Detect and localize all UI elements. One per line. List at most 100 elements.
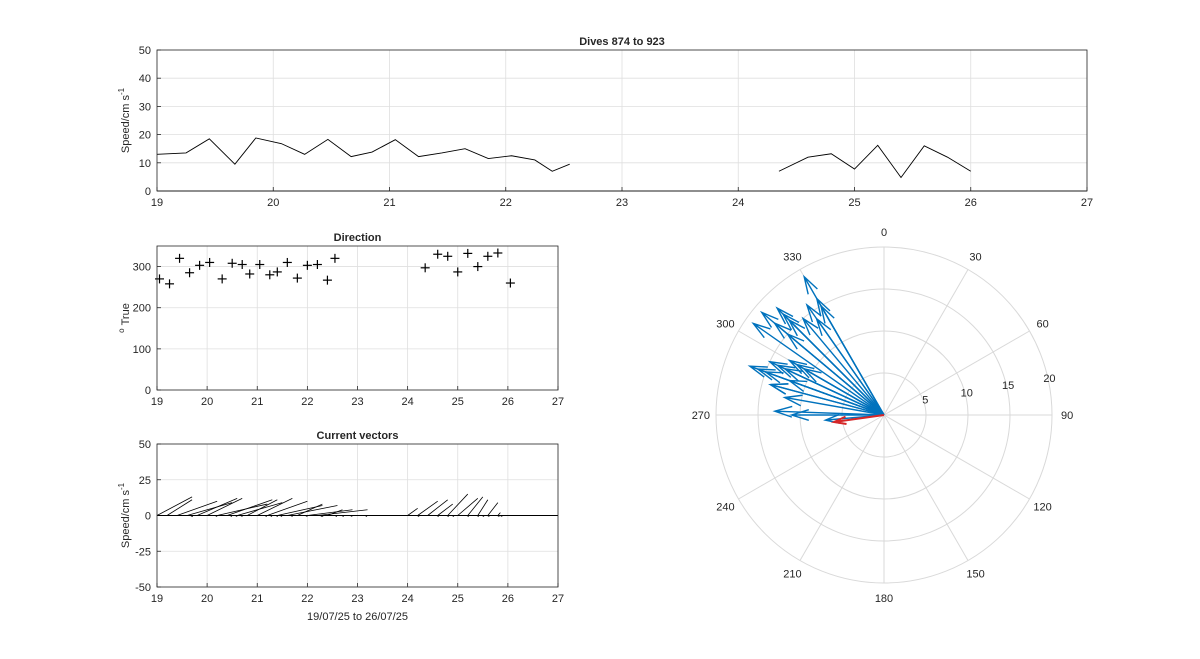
direction-point <box>165 279 175 289</box>
compass-spoke <box>883 414 1030 500</box>
vector-stick <box>467 496 484 516</box>
speed-x-tick-label: 23 <box>616 197 628 209</box>
compass-vector <box>781 312 885 416</box>
vector-stick-tail <box>264 515 267 517</box>
direction-point <box>217 274 227 284</box>
compass-range-label: 10 <box>961 387 973 399</box>
compass-panel: 0 30 60 90 120 150 180 210 240 270 300 330 5 10 15 20 <box>692 227 1074 605</box>
compass-spoke <box>883 330 1030 416</box>
speed-y-tick-label: 20 <box>139 130 151 142</box>
direction-point <box>505 278 515 288</box>
vector-stick-tail <box>305 515 308 517</box>
vector-stick <box>477 499 489 516</box>
vectors-y-tick-label: 25 <box>139 475 151 487</box>
vector-stick-tail <box>320 515 324 517</box>
vector-stick-tail <box>364 515 368 517</box>
direction-x-tick-label: 25 <box>452 396 464 408</box>
compass-angle-label: 240 <box>716 502 734 514</box>
direction-point <box>237 260 247 270</box>
vectors-x-tick-label: 27 <box>552 593 564 605</box>
speed-x-tick-label: 27 <box>1081 197 1093 209</box>
vector-stick-tail <box>500 515 503 517</box>
direction-x-tick-label: 23 <box>351 396 363 408</box>
vector-stick <box>217 503 268 516</box>
speed-y-tick-label: 50 <box>139 45 151 57</box>
vector-stick-tail <box>451 515 455 517</box>
direction-x-tick-label: 27 <box>552 396 564 408</box>
speed-panel: 19 20 21 22 23 24 25 26 27 0 10 20 30 40 50 Dives 874 … <box>117 36 1093 209</box>
speed-y-axis-label-exponent: -1 <box>117 87 126 95</box>
vector-stick <box>247 499 278 516</box>
speed-line <box>156 137 570 172</box>
vectors-panel: 19 20 21 22 23 24 25 26 27 -50 -25 0 25 50 Current ve… <box>117 430 564 623</box>
direction-point <box>205 257 215 267</box>
vector-stick-tail <box>290 515 293 517</box>
compass-angle-label: 90 <box>1061 410 1073 422</box>
direction-point <box>282 257 292 267</box>
direction-point <box>420 263 430 273</box>
vector-stick-tail <box>229 515 233 517</box>
vector-stick <box>166 499 193 516</box>
direction-point <box>292 273 302 283</box>
compass-angle-label: 180 <box>875 593 893 605</box>
direction-x-tick-label: 26 <box>502 396 514 408</box>
vector-stick-tail <box>214 515 218 517</box>
compass-vector <box>782 367 885 416</box>
direction-point <box>443 251 453 261</box>
vector-stick-tail <box>240 515 243 517</box>
direction-series <box>155 248 515 289</box>
vector-stick <box>186 502 233 516</box>
vector-stick <box>206 497 243 516</box>
vectors-y-axis-label-text: Speed/cm s <box>120 490 132 549</box>
compass-angle-label: 150 <box>966 569 984 581</box>
speed-x-tick-label: 20 <box>267 197 279 209</box>
speed-line <box>778 144 971 179</box>
vectors-y-tick-label: -25 <box>135 546 151 558</box>
vectors-x-tick-label: 22 <box>301 593 313 605</box>
speed-y-tick-label: 40 <box>139 73 151 85</box>
vector-stick-tail <box>350 515 353 517</box>
direction-point <box>312 260 322 270</box>
vector-stick-tail <box>436 515 439 517</box>
vectors-y-tick-label: 0 <box>145 511 151 523</box>
direction-point <box>255 260 265 270</box>
compass-vectors <box>747 274 885 426</box>
vector-stick-tail <box>334 515 338 517</box>
speed-y-axis-label: Speed/cm s-1 <box>117 87 132 153</box>
vector-stick-tail <box>466 515 469 517</box>
vectors-x-axis-label: 19/07/25 to 26/07/25 <box>307 611 408 623</box>
vectors-x-tick-label: 19 <box>151 593 163 605</box>
direction-x-tick-label: 24 <box>402 396 414 408</box>
direction-point <box>155 274 165 284</box>
vectors-x-tick-label: 25 <box>452 593 464 605</box>
compass-angle-label: 0 <box>881 227 887 239</box>
vector-stick-tail <box>275 515 278 517</box>
vector-stick-tail <box>190 515 194 517</box>
direction-point <box>185 268 195 278</box>
vectors-series <box>156 493 558 517</box>
direction-x-tick-label: 22 <box>301 396 313 408</box>
compass-angle-label: 270 <box>692 410 710 422</box>
compass-range-label: 15 <box>1002 380 1014 392</box>
vector-stick <box>156 496 193 516</box>
compass-vector <box>785 332 885 416</box>
vector-stick-tail <box>416 515 420 517</box>
compass-vector <box>819 303 885 416</box>
vectors-axes-box <box>156 443 559 588</box>
compass-vector <box>801 316 885 416</box>
compass-vector <box>768 383 885 416</box>
vector-stick <box>317 509 368 516</box>
vectors-y-axis-label: Speed/cm s-1 <box>117 482 132 548</box>
compass-angle-label: 120 <box>1033 502 1051 514</box>
vectors-y-tick-label: 50 <box>139 439 151 451</box>
speed-y-tick-label: 0 <box>145 186 151 198</box>
compass-vector <box>801 367 885 416</box>
compass-spoke <box>738 414 885 500</box>
direction-x-tick-label: 19 <box>151 396 163 408</box>
compass-angle-label: 330 <box>783 251 801 263</box>
direction-y-axis-label-text: True <box>120 303 132 325</box>
compass-spoke <box>883 414 969 561</box>
direction-point <box>227 258 237 268</box>
compass-spoke <box>799 414 885 561</box>
